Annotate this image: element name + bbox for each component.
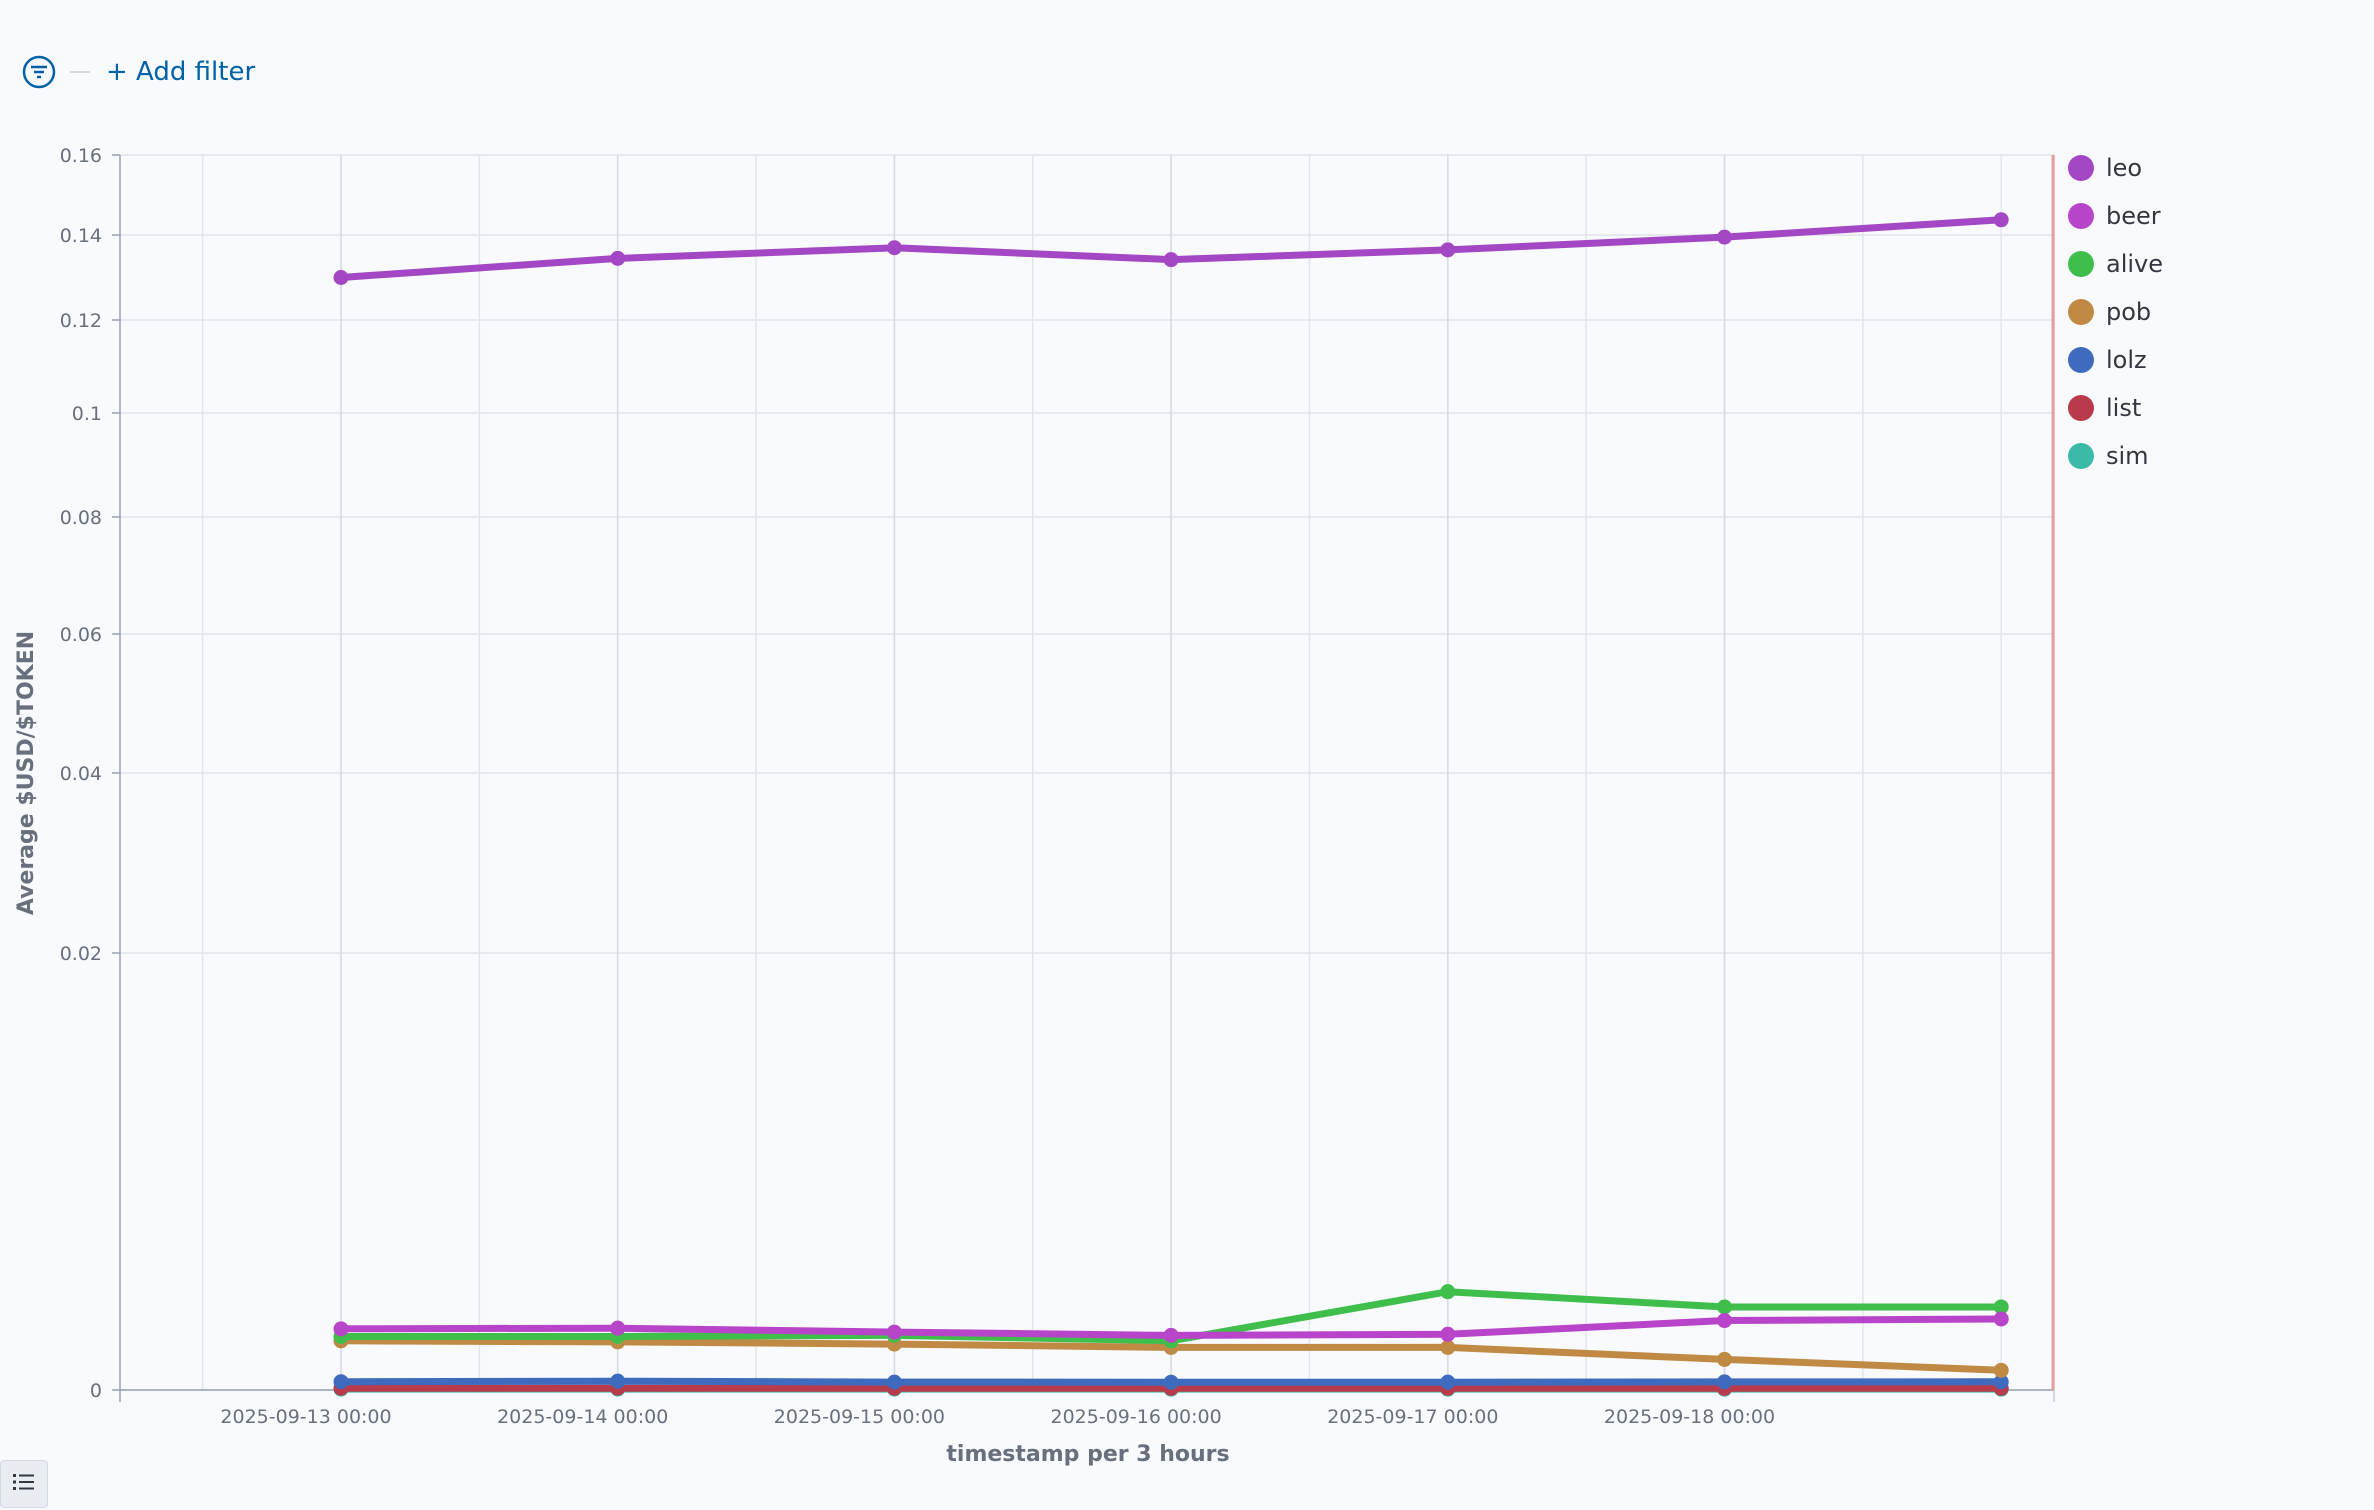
x-tick-label: 2025-09-14 00:00 <box>497 1406 668 1428</box>
add-filter-button[interactable]: + Add filter <box>106 57 256 87</box>
data-point-lolz <box>1440 1374 1456 1390</box>
y-tick-label: 0 <box>90 1380 102 1402</box>
legend-label: list <box>2106 394 2142 422</box>
legend-item-list[interactable]: list <box>2068 384 2163 432</box>
data-point-beer <box>1717 1313 1732 1329</box>
data-point-leo <box>610 250 626 266</box>
filter-bar: + Add filter <box>22 52 255 92</box>
y-tick-label: 0.04 <box>60 763 102 785</box>
legend-item-leo[interactable]: leo <box>2068 144 2163 192</box>
data-point-pob <box>1993 1362 2009 1378</box>
x-tick-label: 2025-09-13 00:00 <box>220 1406 391 1428</box>
y-tick-label: 0.06 <box>60 624 102 646</box>
data-point-lolz <box>1163 1374 1179 1390</box>
legend-item-alive[interactable]: alive <box>2068 240 2163 288</box>
y-tick-label: 0.12 <box>60 310 102 332</box>
legend-item-sim[interactable]: sim <box>2068 432 2163 480</box>
legend-label: sim <box>2106 442 2149 470</box>
data-point-beer <box>333 1321 349 1337</box>
filter-separator <box>70 71 90 73</box>
list-icon <box>12 1471 36 1497</box>
data-point-leo <box>1163 252 1179 268</box>
legend-swatch <box>2068 203 2094 229</box>
y-tick-label: 0.16 <box>60 145 102 167</box>
legend-swatch <box>2068 155 2094 181</box>
series-lolz <box>333 1373 2009 1390</box>
data-point-lolz <box>1717 1374 1732 1390</box>
legend-item-lolz[interactable]: lolz <box>2068 336 2163 384</box>
data-point-beer <box>1440 1326 1456 1342</box>
data-point-leo <box>333 270 349 285</box>
legend-swatch <box>2068 251 2094 277</box>
data-point-pob <box>1440 1339 1456 1355</box>
series-leo <box>333 212 2009 285</box>
legend-label: lolz <box>2106 346 2147 374</box>
chart-axes: 0 0.02 0.04 0.06 0.08 0.1 0.12 0.14 0.16 2025-09-… <box>60 145 2055 1428</box>
data-point-leo <box>1717 229 1732 245</box>
x-axis-title: timestamp per 3 hours <box>946 1442 1229 1467</box>
y-axis-title: Average $USD/$TOKEN <box>14 631 39 915</box>
data-point-alive <box>1440 1284 1456 1300</box>
data-point-alive <box>1993 1299 2009 1315</box>
y-tick-label: 0.02 <box>60 943 102 965</box>
legend-swatch <box>2068 347 2094 373</box>
x-tick-label: 2025-09-18 00:00 <box>1604 1406 1775 1428</box>
data-point-lolz <box>1993 1374 2009 1390</box>
data-point-lolz <box>333 1374 349 1390</box>
chart-grid <box>120 154 2054 1391</box>
x-tick-label: 2025-09-16 00:00 <box>1050 1406 1221 1428</box>
data-point-beer <box>1993 1311 2009 1327</box>
data-point-beer <box>886 1324 902 1340</box>
data-point-leo <box>1993 212 2009 228</box>
data-point-leo <box>1440 242 1456 258</box>
data-point-lolz <box>886 1374 902 1390</box>
legend-item-beer[interactable]: beer <box>2068 192 2163 240</box>
data-point-leo <box>886 240 902 256</box>
filter-icon[interactable] <box>22 55 56 89</box>
legend-label: leo <box>2106 154 2143 182</box>
legend-swatch <box>2068 443 2094 469</box>
list-toggle-button[interactable] <box>0 1460 48 1508</box>
data-point-pob <box>1717 1351 1732 1367</box>
series-layer <box>333 212 2009 1397</box>
y-tick-label: 0.08 <box>60 507 102 529</box>
chart-legend: leo beer alive pob lolz list sim <box>2068 144 2163 480</box>
legend-swatch <box>2068 395 2094 421</box>
legend-label: pob <box>2106 298 2152 326</box>
y-tick-label: 0.1 <box>72 403 102 425</box>
y-tick-label: 0.14 <box>60 225 102 247</box>
series-beer <box>333 1311 2009 1343</box>
legend-label: beer <box>2106 202 2161 230</box>
data-point-beer <box>610 1320 626 1336</box>
legend-label: alive <box>2106 250 2164 278</box>
data-point-lolz <box>610 1373 626 1389</box>
legend-swatch <box>2068 299 2094 325</box>
x-tick-label: 2025-09-15 00:00 <box>774 1406 945 1428</box>
x-tick-label: 2025-09-17 00:00 <box>1327 1406 1498 1428</box>
data-point-beer <box>1163 1327 1179 1343</box>
legend-item-pob[interactable]: pob <box>2068 288 2163 336</box>
data-point-alive <box>1717 1299 1732 1315</box>
